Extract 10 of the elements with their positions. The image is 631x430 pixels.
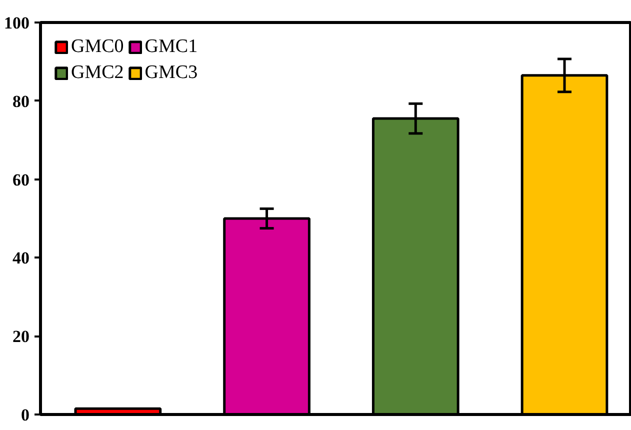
y-tick-label: 100 <box>4 14 30 32</box>
y-tick-label: 80 <box>12 92 30 111</box>
y-tick-label: 20 <box>12 327 30 346</box>
y-tick-label: 60 <box>12 170 30 190</box>
legend-label: GMC2 <box>71 62 124 84</box>
y-tick-label: 40 <box>12 248 30 268</box>
legend-label: GMC0 <box>71 36 124 58</box>
y-tick-label: 0 <box>21 406 30 424</box>
legend-label: GMC3 <box>144 62 198 84</box>
legend-label: GMC1 <box>144 36 198 58</box>
